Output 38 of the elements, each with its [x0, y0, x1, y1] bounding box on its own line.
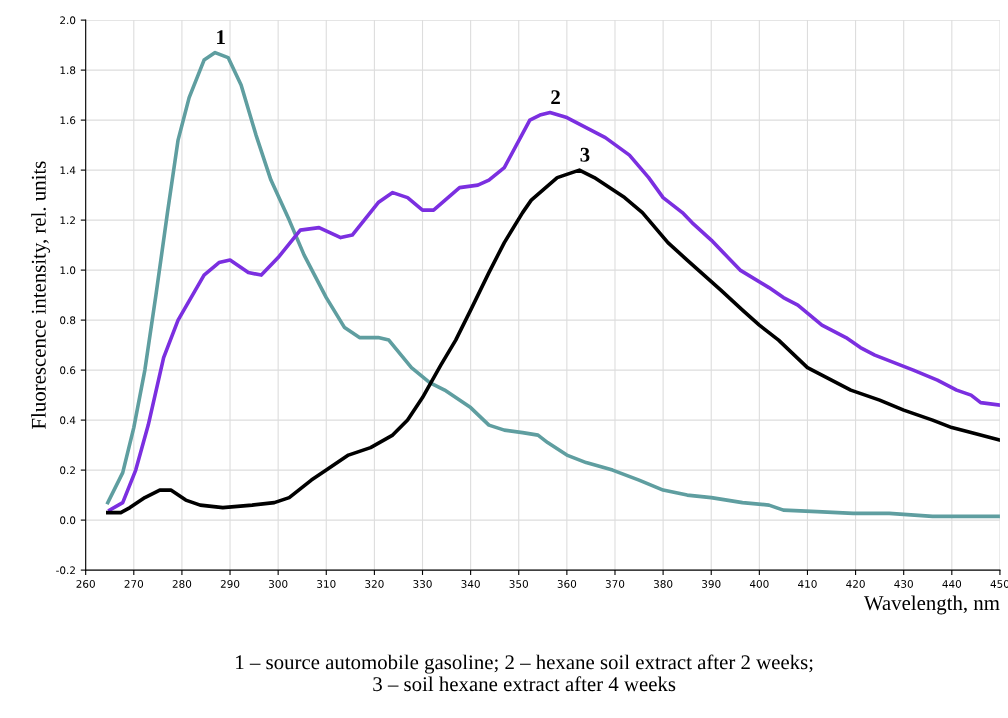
y-tick-label: -0.2 [56, 566, 75, 575]
series-label: 1 [217, 30, 225, 44]
y-tick-label: 1.8 [60, 66, 76, 75]
x-tick-label: 370 [605, 580, 625, 588]
y-tick-label: 1.0 [60, 266, 76, 275]
x-tick-label: 280 [172, 580, 192, 588]
y-tick-label: 1.6 [60, 116, 76, 125]
x-tick-label: 360 [557, 580, 577, 588]
y-tick-label: 0.2 [60, 466, 75, 475]
line-series [106, 168, 1000, 515]
x-tick-label: 270 [124, 580, 144, 588]
x-tick-label: 400 [749, 580, 769, 588]
series-label: 2 [551, 90, 560, 104]
x-tick-label: 300 [269, 580, 288, 588]
x-tick-label: 420 [846, 580, 865, 588]
y-tick-label: 1.4 [60, 166, 76, 175]
x-tick-label: 350 [509, 580, 528, 588]
y-axis-title: Fluorescence intensity, rel. units [31, 161, 51, 429]
x-tick-label: 380 [653, 580, 673, 588]
x-tick-label: 340 [461, 580, 480, 588]
y-tick-label: 2.0 [60, 16, 76, 25]
x-tick-label: 260 [76, 580, 95, 588]
y-tick-label: 1.2 [60, 216, 75, 225]
x-axis-title: Wavelength, nm [863, 595, 1000, 615]
y-tick-label: 0.0 [60, 516, 76, 525]
y-tick-label: 0.4 [60, 416, 76, 425]
x-tick-label: 310 [317, 580, 336, 588]
x-tick-label: 320 [365, 580, 384, 588]
text: 1 – source automobile gasoline; 2 – hexane soil extract after 2 weeks; 3 – soil hexane extract after 4 weeks [236, 654, 813, 692]
x-tick-label: 440 [942, 580, 962, 588]
x-tick-label: 390 [702, 580, 721, 588]
x-tick-label: 330 [413, 580, 432, 588]
y-tick-label: 0.6 [60, 366, 76, 375]
x-tick-label: 290 [220, 580, 240, 588]
series-label: 3 [580, 147, 590, 162]
x-tick-label: 430 [894, 580, 913, 588]
x-tick-label: 410 [798, 580, 817, 588]
y-tick-label: 0.8 [60, 316, 76, 325]
